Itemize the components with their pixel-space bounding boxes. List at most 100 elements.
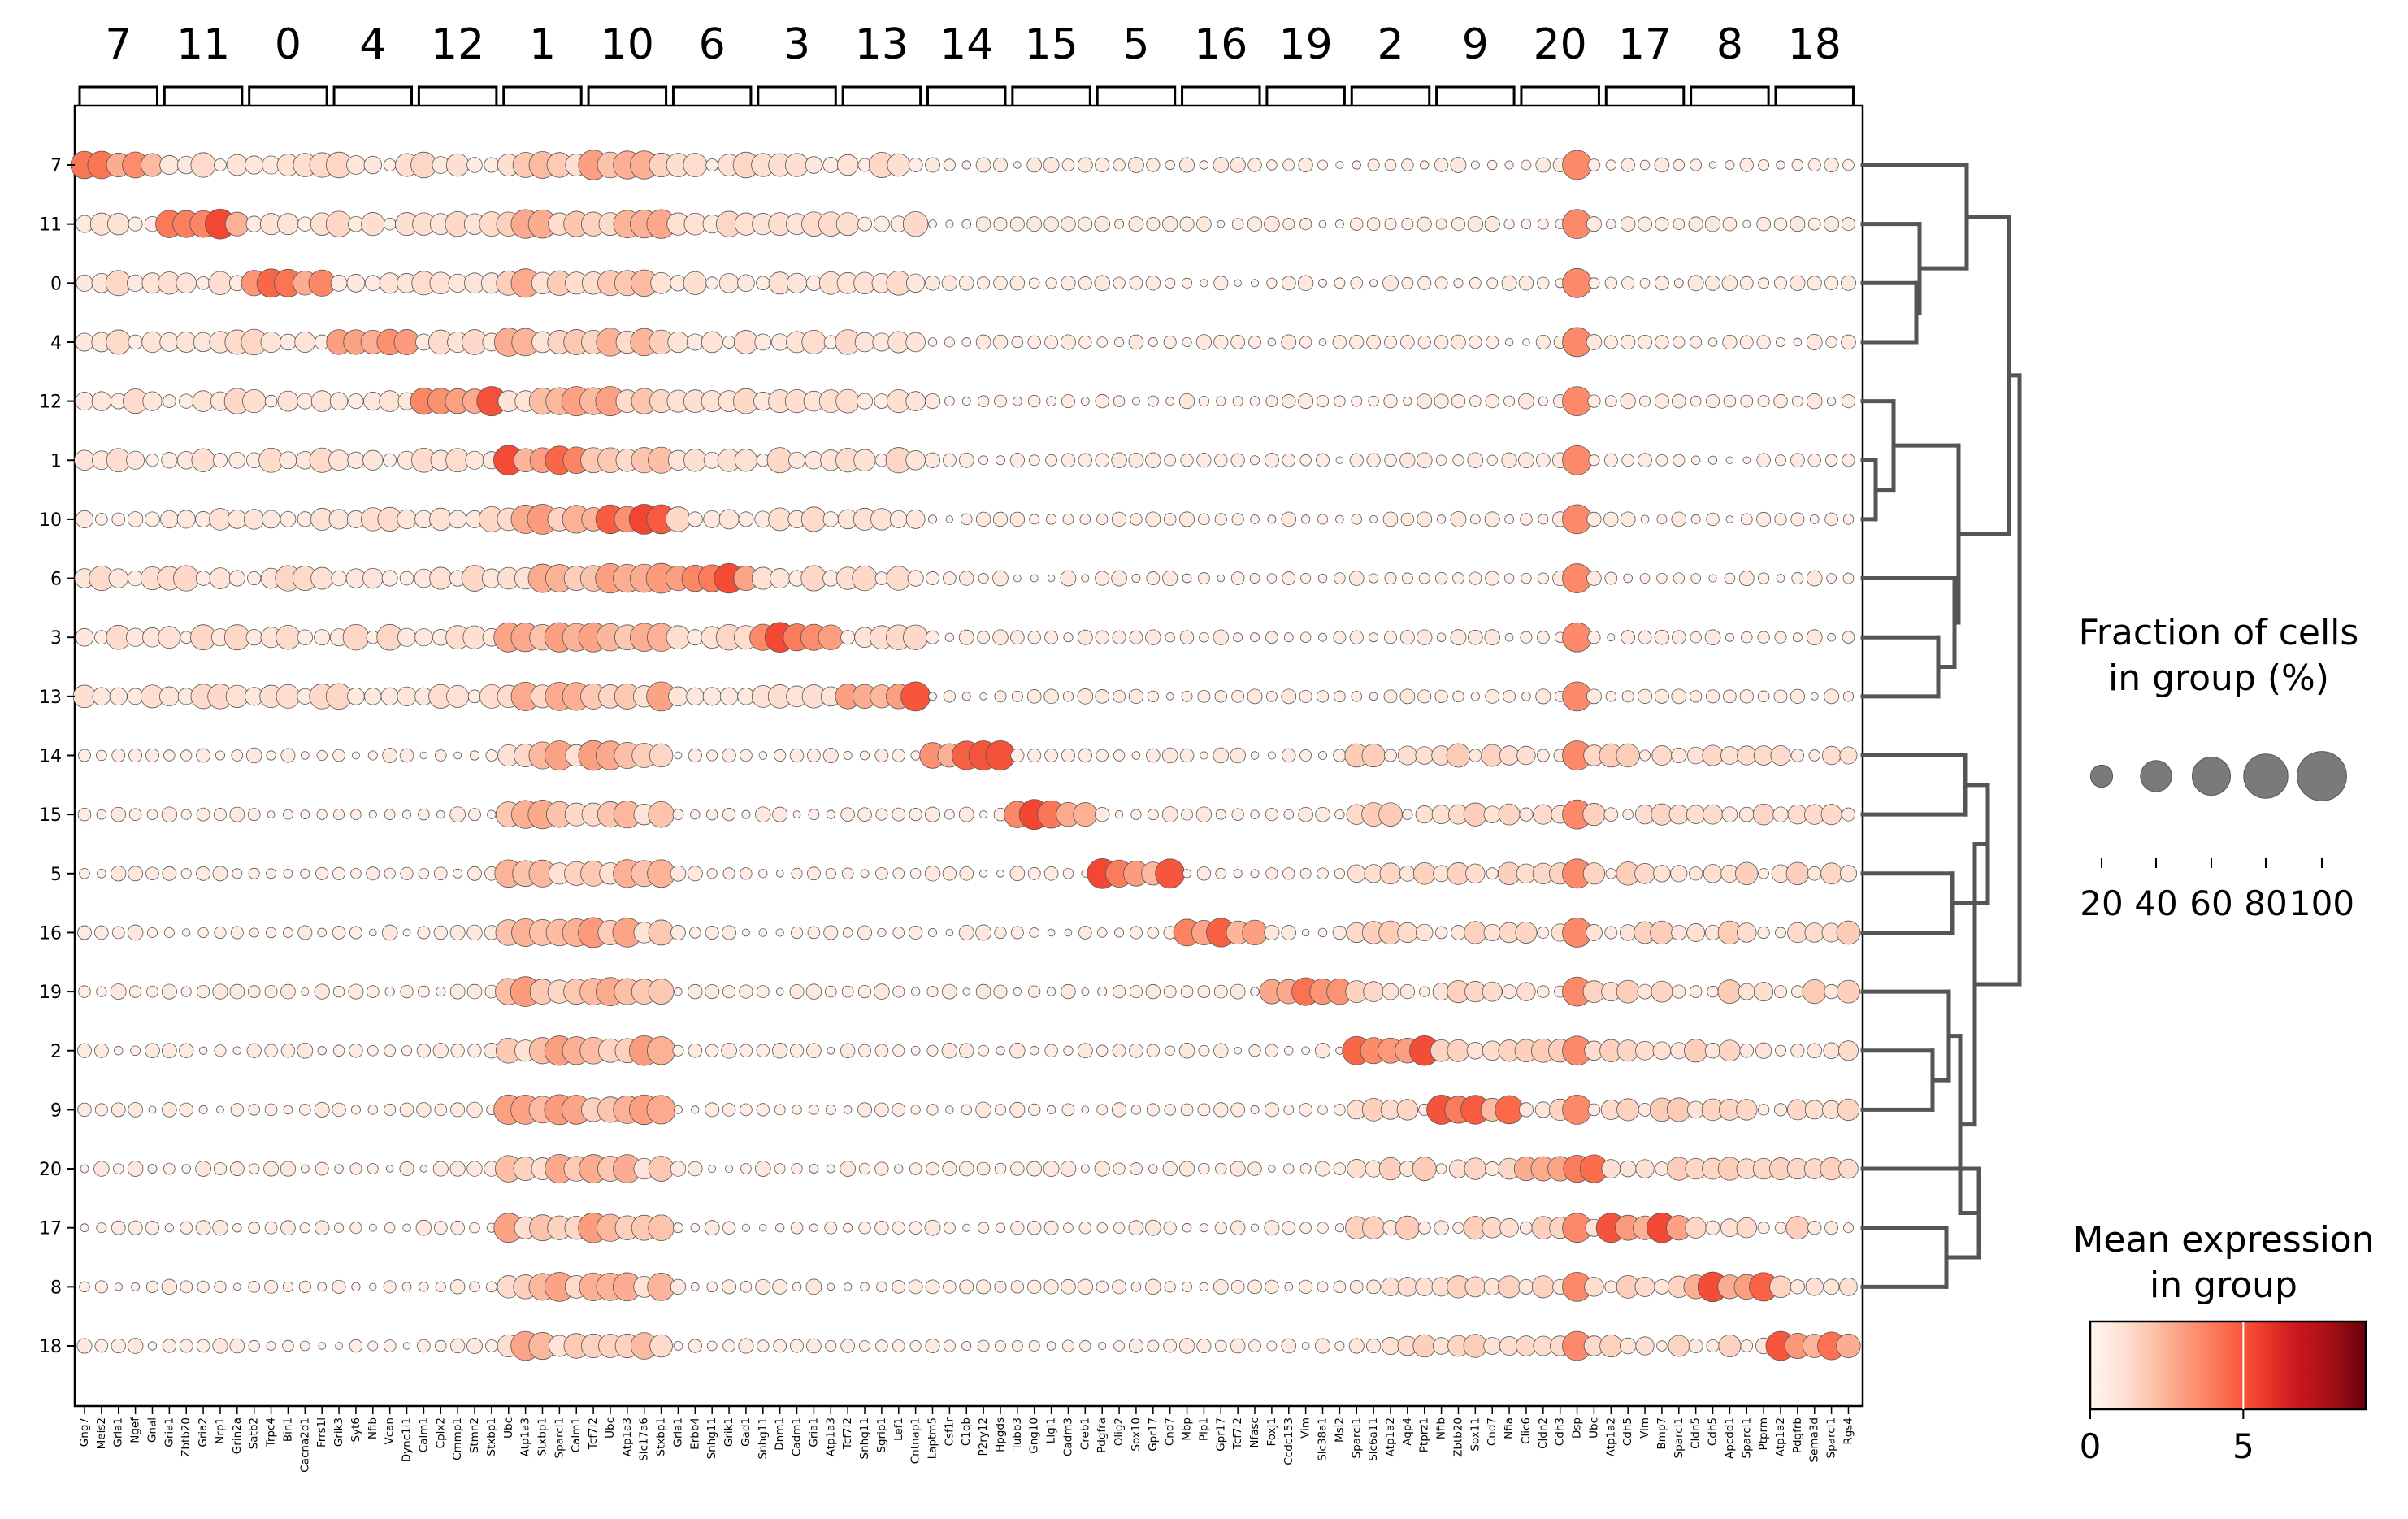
gene-label: Apcdd1: [1723, 1417, 1736, 1459]
dot: [179, 1339, 193, 1353]
dot: [349, 1162, 362, 1175]
dot: [1399, 452, 1416, 468]
dot: [350, 1105, 361, 1115]
dot: [962, 1223, 971, 1232]
dot: [283, 927, 293, 938]
dot: [706, 1340, 718, 1352]
dot: [1232, 396, 1243, 407]
gene-label: Creb1: [1078, 1417, 1091, 1450]
dot: [1836, 1333, 1861, 1359]
gene-label: Gria2: [197, 1417, 210, 1447]
dot: [976, 1279, 991, 1295]
category-bracket: [1181, 85, 1261, 106]
dot: [770, 568, 791, 589]
dot: [1382, 983, 1399, 1000]
dot: [1096, 336, 1108, 348]
dot: [1181, 808, 1193, 821]
group-label: 8: [50, 1278, 62, 1298]
category-label: 3: [783, 20, 810, 69]
dot: [670, 866, 687, 882]
dot: [909, 925, 923, 940]
dot: [79, 868, 90, 879]
dot: [1231, 218, 1244, 230]
dot: [1739, 689, 1754, 704]
gene-label: Slc17a6: [638, 1417, 651, 1461]
dot: [807, 749, 821, 762]
colorbar-label: 0: [2080, 1426, 2102, 1466]
dot: [1230, 1161, 1246, 1177]
gene-labels: Gng7 Meis2 Gria1 Ngef Gnal Gria1 Zbtb20 Gria2 Nr…: [78, 1406, 1855, 1473]
dot: [179, 1102, 193, 1118]
dot: [1673, 454, 1686, 467]
dot: [1266, 159, 1278, 171]
category-bracket: [841, 85, 922, 106]
dot: [383, 453, 397, 467]
dot: [1163, 1221, 1177, 1235]
dot: [1503, 395, 1516, 407]
dot: [1147, 1339, 1160, 1352]
dot: [1791, 158, 1804, 171]
dot: [190, 152, 216, 178]
dot: [1266, 277, 1278, 289]
dot: [1060, 334, 1076, 350]
dot: [827, 1282, 835, 1291]
dot: [94, 1103, 108, 1117]
dot: [1842, 691, 1855, 702]
dot: [279, 451, 297, 470]
dot: [928, 514, 938, 524]
gene-label: Ptprm: [1757, 1417, 1770, 1450]
dot: [926, 630, 940, 644]
category-label: 14: [939, 20, 993, 69]
dot: [1064, 928, 1073, 937]
dot: [1483, 1337, 1502, 1355]
dot: [131, 1282, 141, 1291]
dot: [874, 1161, 889, 1176]
dot: [1043, 866, 1059, 881]
dot: [1434, 393, 1449, 409]
dot: [792, 1105, 802, 1115]
dot: [1639, 277, 1651, 289]
dot: [1415, 805, 1434, 824]
dot: [1619, 924, 1637, 941]
dot: [894, 1164, 904, 1174]
dot: [383, 1280, 397, 1294]
dot: [1638, 1103, 1652, 1117]
dot: [1214, 454, 1228, 467]
dot: [1199, 160, 1209, 170]
dot: [1395, 1215, 1420, 1240]
dot: [1061, 158, 1075, 171]
dot: [1182, 1222, 1192, 1233]
dot: [1334, 1341, 1345, 1352]
dot: [1671, 688, 1687, 705]
dot: [1284, 1046, 1294, 1056]
dot: [216, 1105, 224, 1114]
dot: [1147, 395, 1159, 407]
dot: [449, 1279, 466, 1295]
gene-label: C1qb: [960, 1417, 973, 1446]
dot: [925, 157, 940, 173]
dot: [1837, 979, 1860, 1004]
dot: [648, 1214, 675, 1241]
dot: [1113, 1340, 1125, 1352]
dot: [283, 1105, 293, 1115]
dot: [1536, 749, 1550, 762]
dot: [329, 392, 349, 410]
dot: [436, 987, 446, 997]
dot: [1668, 804, 1689, 825]
dot: [687, 629, 704, 646]
gene-label: Ubc: [502, 1417, 515, 1439]
category-label: 1: [529, 20, 556, 69]
dot: [1758, 1104, 1770, 1116]
dot: [1520, 631, 1533, 644]
dot: [1705, 1220, 1720, 1235]
dot: [758, 751, 768, 760]
dot: [400, 985, 414, 999]
dot: [774, 1104, 786, 1116]
dot: [1400, 335, 1415, 349]
dot: [995, 1222, 1006, 1233]
dot: [1010, 1161, 1025, 1176]
dot: [1790, 1279, 1805, 1295]
dot: [840, 1043, 856, 1058]
dot: [1518, 276, 1534, 291]
dot: [1452, 690, 1464, 703]
